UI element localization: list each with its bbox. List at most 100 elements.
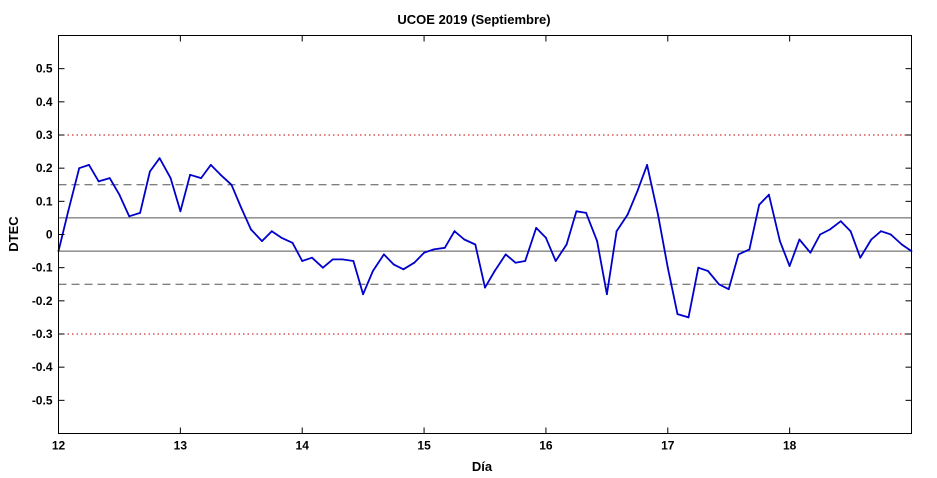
data-point [383,253,385,256]
y-tick-label: -0.2 [32,294,53,308]
x-tick-label: 13 [174,439,188,453]
data-point [880,230,882,233]
data-point [179,210,182,213]
data-point [737,253,740,256]
y-tick-label: -0.1 [32,261,53,275]
data-point [169,177,172,180]
data-point [524,260,527,262]
x-tick-label: 18 [783,439,797,453]
x-tick-label: 16 [539,439,553,453]
x-axis: 12 13 14 15 16 17 18 [52,35,797,453]
y-tick-label: 0.3 [36,128,53,142]
data-point [758,203,761,206]
data-point [402,268,405,271]
data-point [88,164,90,166]
data-point [615,230,618,233]
y-tick-label: -0.5 [32,393,53,407]
data-point [697,266,700,269]
data-point [859,256,862,259]
data-point [158,157,161,160]
data-point [819,233,821,236]
data-point [108,177,111,180]
data-point [230,183,233,186]
data-point [727,288,730,291]
data-point [67,210,70,213]
reference-lines [58,134,912,335]
data-point [392,263,395,266]
series-group [57,157,913,319]
data-point [128,215,131,218]
chart-title: UCOE 2019 (Septiembre) [397,12,550,27]
x-tick-label: 14 [296,439,310,453]
data-point [606,293,608,296]
y-tick-label: 0.5 [36,62,53,76]
data-point [687,316,690,319]
data-point [535,227,538,229]
data-point [839,220,842,223]
data-point [554,260,557,262]
data-point [413,261,416,264]
data-point [900,243,903,246]
data-point [788,265,791,267]
data-point [748,248,751,251]
data-point [200,177,203,180]
data-point [849,230,852,233]
data-point [453,230,456,233]
data-point [666,266,669,269]
data-point [240,207,243,209]
data-point [779,240,781,243]
plot-frame [58,35,912,434]
data-point [514,261,517,264]
data-point [149,170,151,173]
data-point [362,293,364,296]
data-point [474,243,477,246]
data-point [646,164,648,166]
data-point [270,230,273,233]
series-line [57,157,913,319]
data-point [585,212,587,214]
data-point [575,210,578,213]
data-point [97,180,100,183]
data-point [219,173,222,176]
data-point [291,241,294,244]
y-tick-label: 0.4 [36,95,53,109]
data-point [189,173,192,176]
y-tick-label: 0 [46,228,53,242]
data-point [657,213,659,216]
data-point [372,270,374,272]
data-point [798,238,801,241]
data-point [870,238,873,241]
data-point [423,251,425,254]
x-tick-label: 12 [52,439,66,453]
x-axis-label: Día [472,459,493,474]
y-tick-label: 0.2 [36,161,53,175]
data-point [484,286,486,289]
x-tick-label: 17 [661,439,675,453]
data-point [493,270,496,272]
y-tick-label: -0.4 [32,360,53,374]
data-point [545,236,547,239]
data-point [311,256,313,259]
data-point [118,193,121,196]
data-point [504,253,507,256]
data-point [443,246,446,249]
data-point [768,193,770,196]
y-tick-label: 0.1 [36,194,53,208]
data-point [322,266,324,269]
data-point [432,248,435,251]
data-point [139,212,142,214]
data-point [626,213,629,216]
data-point [676,313,679,315]
data-point [280,236,283,239]
data-point [261,240,263,243]
data-point [889,233,892,236]
data-point [209,164,212,166]
data-point [565,243,568,246]
data-point [829,228,831,231]
data-point [250,228,252,231]
data-point [463,238,466,241]
data-point [301,260,304,262]
y-axis: -0.5 -0.4 -0.3 -0.2 -0.1 0 0.1 0.2 0.3 0.4 0.5 [32,62,912,407]
data-point [707,270,709,272]
